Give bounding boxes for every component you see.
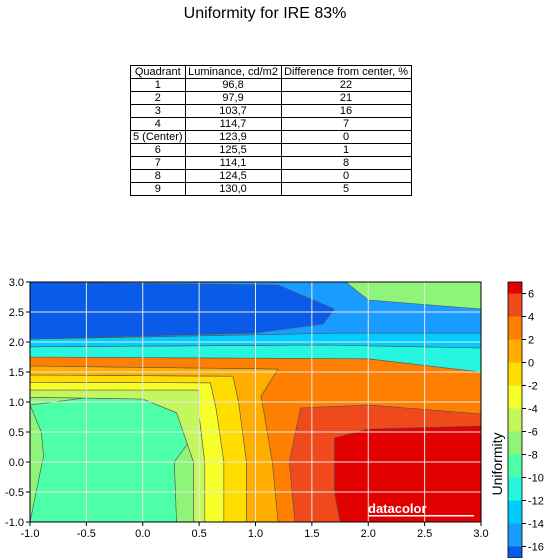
colorbar-tick-label: -14 (528, 519, 544, 531)
table-row: 4 114,7 7 (130, 117, 412, 131)
colorbar-band (508, 454, 522, 478)
colorbar-tick-label: 6 (528, 289, 534, 301)
table-row: 3 103,7 16 (130, 104, 412, 118)
table-cell: 96,8 (184, 78, 282, 92)
uniformity-heatmap: -1.0 -0.5 0.0 0.5 1.0 1.5 2.0 2.5 3.0 -1.0 -0.5 0.… (5, 277, 544, 558)
y-tick-label: 2.5 (9, 307, 24, 319)
table-header: Quadrant (130, 65, 186, 79)
table-row: 2 97,9 21 (130, 91, 412, 105)
table-cell: 1 (280, 143, 412, 157)
colorbar-tick-label: 4 (528, 312, 534, 324)
table-cell: 8 (130, 169, 186, 183)
table-cell: 130,0 (184, 182, 282, 196)
colorbar-tick-label: -16 (528, 542, 544, 554)
y-tick-label: 1.5 (9, 367, 24, 379)
table-cell: 16 (280, 104, 412, 118)
colorbar-tick-label: -2 (528, 381, 538, 393)
table-row: 5 (Center) 123,9 0 (130, 130, 412, 144)
table-header: Difference from center, % (280, 65, 412, 79)
datacolor-logo-underline (368, 515, 474, 517)
x-tick-label: 0.5 (191, 528, 206, 540)
table-cell: 9 (130, 182, 186, 196)
table-header: Luminance, cd/m2 (184, 65, 282, 79)
colorbar-tick-label: -4 (528, 404, 538, 416)
x-tick-label: 1.0 (248, 528, 263, 540)
datacolor-logo: datacolor (368, 501, 427, 516)
table-cell: 125,5 (184, 143, 282, 157)
colorbar-tick-label: -12 (528, 496, 544, 508)
table-row: 1 96,8 22 (130, 78, 412, 92)
colorbar-tick-label: 0 (528, 358, 534, 370)
colorbar-band (508, 385, 522, 409)
table-row: 8 124,5 0 (130, 169, 412, 183)
colorbar-band (508, 293, 522, 317)
y-tick-label: 0.5 (9, 427, 24, 439)
colorbar-band (508, 339, 522, 363)
x-tick-label: 3.0 (473, 528, 488, 540)
x-tick-label: 0.0 (135, 528, 150, 540)
y-tick-label: 2.0 (9, 337, 24, 349)
table-header-row: Quadrant Luminance, cd/m2 Difference fro… (130, 65, 412, 79)
table-row: 9 130,0 5 (130, 182, 412, 196)
y-tick-label: 1.0 (9, 397, 24, 409)
colorbar-band (508, 282, 522, 294)
table-cell: 123,9 (184, 130, 282, 144)
table-row: 7 114,1 8 (130, 156, 412, 170)
table-cell: 97,9 (184, 91, 282, 105)
table-cell: 3 (130, 104, 186, 118)
colorbar-tick-label: -6 (528, 427, 538, 439)
table-cell: 114,7 (184, 117, 282, 131)
table-cell: 5 (Center) (130, 130, 186, 144)
table-cell: 22 (280, 78, 412, 92)
table-cell: 21 (280, 91, 412, 105)
x-tick-label: 2.0 (361, 528, 376, 540)
x-tick-label: 2.5 (417, 528, 432, 540)
colorbar-frame (507, 281, 523, 558)
chart-title: Uniformity for IRE 83% (183, 5, 347, 22)
table-cell: 0 (280, 130, 412, 144)
table-cell: 124,5 (184, 169, 282, 183)
y-tick-label: -1.0 (5, 517, 24, 529)
table-cell: 103,7 (184, 104, 282, 118)
table-cell: 114,1 (184, 156, 282, 170)
y-tick-label: 0.0 (9, 457, 24, 469)
x-tick-label: -0.5 (77, 528, 96, 540)
colorbar-label: Uniformity (489, 432, 505, 495)
table-cell: 2 (130, 91, 186, 105)
table-cell: 8 (280, 156, 412, 170)
table-row: 6 125,5 1 (130, 143, 412, 157)
table-cell: 6 (130, 143, 186, 157)
uniformity-table: Quadrant Luminance, cd/m2 Difference fro… (130, 65, 412, 196)
x-tick-label: -1.0 (21, 528, 40, 540)
table-cell: 4 (130, 117, 186, 131)
colorbar-band (508, 431, 522, 455)
colorbar-tick-label: 2 (528, 335, 534, 347)
table-cell: 1 (130, 78, 186, 92)
y-tick-label: 3.0 (9, 277, 24, 289)
table-cell: 0 (280, 169, 412, 183)
table-cell: 7 (280, 117, 412, 131)
colorbar-band (508, 546, 522, 558)
colorbar-tick-label: -10 (528, 473, 544, 485)
table-cell: 5 (280, 182, 412, 196)
x-tick-label: 1.5 (304, 528, 319, 540)
colorbar-band (508, 316, 522, 340)
y-tick-label: -0.5 (5, 487, 24, 499)
colorbar-band (508, 500, 522, 524)
colorbar-tick-label: -8 (528, 450, 538, 462)
colorbar-band (508, 477, 522, 501)
table-cell: 7 (130, 156, 186, 170)
colorbar-band (508, 523, 522, 547)
colorbar-band (508, 408, 522, 432)
colorbar-band (508, 362, 522, 386)
